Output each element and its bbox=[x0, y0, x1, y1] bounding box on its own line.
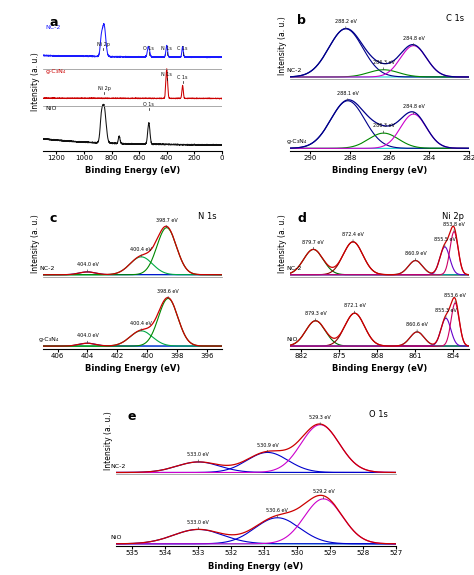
Text: 853.6 eV: 853.6 eV bbox=[444, 293, 466, 303]
Text: 872.4 eV: 872.4 eV bbox=[342, 232, 364, 242]
X-axis label: Binding Energy (eV): Binding Energy (eV) bbox=[209, 562, 303, 571]
Text: 533.0 eV: 533.0 eV bbox=[187, 452, 209, 462]
Y-axis label: Intensity (a. u.): Intensity (a. u.) bbox=[104, 412, 113, 470]
Text: NiO: NiO bbox=[110, 535, 122, 540]
Text: 872.1 eV: 872.1 eV bbox=[344, 304, 365, 313]
Text: 529.3 eV: 529.3 eV bbox=[310, 415, 331, 425]
Text: O 1s: O 1s bbox=[369, 410, 388, 419]
Text: 855.5 eV: 855.5 eV bbox=[434, 237, 456, 247]
Y-axis label: Intensity (a. u.): Intensity (a. u.) bbox=[278, 16, 287, 75]
Text: 284.8 eV: 284.8 eV bbox=[402, 36, 424, 45]
X-axis label: Binding Energy (eV): Binding Energy (eV) bbox=[85, 167, 180, 175]
Text: 398.7 eV: 398.7 eV bbox=[156, 218, 177, 228]
Y-axis label: Intensity (a. u.): Intensity (a. u.) bbox=[31, 214, 40, 273]
Text: 879.7 eV: 879.7 eV bbox=[302, 240, 324, 250]
Text: 530.9 eV: 530.9 eV bbox=[256, 443, 278, 453]
Text: 860.6 eV: 860.6 eV bbox=[406, 322, 428, 332]
X-axis label: Binding Energy (eV): Binding Energy (eV) bbox=[85, 364, 180, 373]
Text: 400.4 eV: 400.4 eV bbox=[130, 247, 152, 257]
Text: NC-2: NC-2 bbox=[286, 266, 302, 271]
Text: NiO: NiO bbox=[46, 106, 57, 111]
Text: Ni 2p: Ni 2p bbox=[442, 212, 464, 221]
Text: 286.3 eV: 286.3 eV bbox=[373, 123, 394, 133]
Text: N 1s: N 1s bbox=[161, 46, 172, 51]
X-axis label: Binding Energy (eV): Binding Energy (eV) bbox=[332, 167, 427, 175]
Text: 855.3 eV: 855.3 eV bbox=[435, 308, 457, 318]
Text: 288.1 eV: 288.1 eV bbox=[337, 91, 359, 101]
Text: N 1s: N 1s bbox=[198, 212, 217, 221]
Y-axis label: Intensity (a. u.): Intensity (a. u.) bbox=[278, 214, 287, 273]
Text: 533.0 eV: 533.0 eV bbox=[187, 520, 209, 530]
Text: NC-2: NC-2 bbox=[110, 463, 126, 469]
Text: 404.0 eV: 404.0 eV bbox=[76, 334, 99, 343]
Y-axis label: Intensity (a. u.): Intensity (a. u.) bbox=[31, 52, 40, 110]
Text: NC-2: NC-2 bbox=[46, 25, 61, 30]
Text: O 1s: O 1s bbox=[143, 46, 154, 51]
Text: g-C₃N₄: g-C₃N₄ bbox=[286, 140, 307, 144]
Text: 288.2 eV: 288.2 eV bbox=[335, 19, 357, 29]
Text: NC-2: NC-2 bbox=[286, 68, 302, 73]
Text: e: e bbox=[127, 410, 136, 423]
Text: C 1s: C 1s bbox=[177, 46, 188, 51]
Text: 404.0 eV: 404.0 eV bbox=[76, 262, 99, 272]
Text: O 1s: O 1s bbox=[144, 102, 154, 107]
Text: b: b bbox=[297, 14, 306, 27]
Text: C 1s: C 1s bbox=[177, 75, 188, 80]
Text: 860.9 eV: 860.9 eV bbox=[405, 251, 426, 260]
Text: 400.4 eV: 400.4 eV bbox=[130, 321, 152, 331]
Text: C 1s: C 1s bbox=[446, 14, 464, 23]
Text: 530.6 eV: 530.6 eV bbox=[266, 508, 288, 518]
Text: NC-2: NC-2 bbox=[39, 266, 55, 271]
Text: g-C₃N₄: g-C₃N₄ bbox=[39, 337, 59, 342]
Text: Ni 2p: Ni 2p bbox=[98, 86, 110, 91]
Text: 529.2 eV: 529.2 eV bbox=[313, 489, 334, 499]
Text: g-C₃N₄: g-C₃N₄ bbox=[46, 69, 66, 74]
Text: 284.8 eV: 284.8 eV bbox=[402, 104, 424, 114]
Text: 286.3 eV: 286.3 eV bbox=[373, 60, 394, 70]
Text: 398.6 eV: 398.6 eV bbox=[157, 289, 179, 298]
Text: N 1s: N 1s bbox=[161, 72, 172, 77]
Text: 879.3 eV: 879.3 eV bbox=[305, 311, 327, 321]
Text: 853.8 eV: 853.8 eV bbox=[443, 222, 465, 232]
Text: NiO: NiO bbox=[286, 337, 298, 342]
Text: Ni 2p: Ni 2p bbox=[97, 42, 110, 47]
Text: d: d bbox=[297, 212, 306, 225]
X-axis label: Binding Energy (eV): Binding Energy (eV) bbox=[332, 364, 427, 373]
Text: c: c bbox=[50, 212, 57, 225]
Text: a: a bbox=[50, 16, 58, 29]
